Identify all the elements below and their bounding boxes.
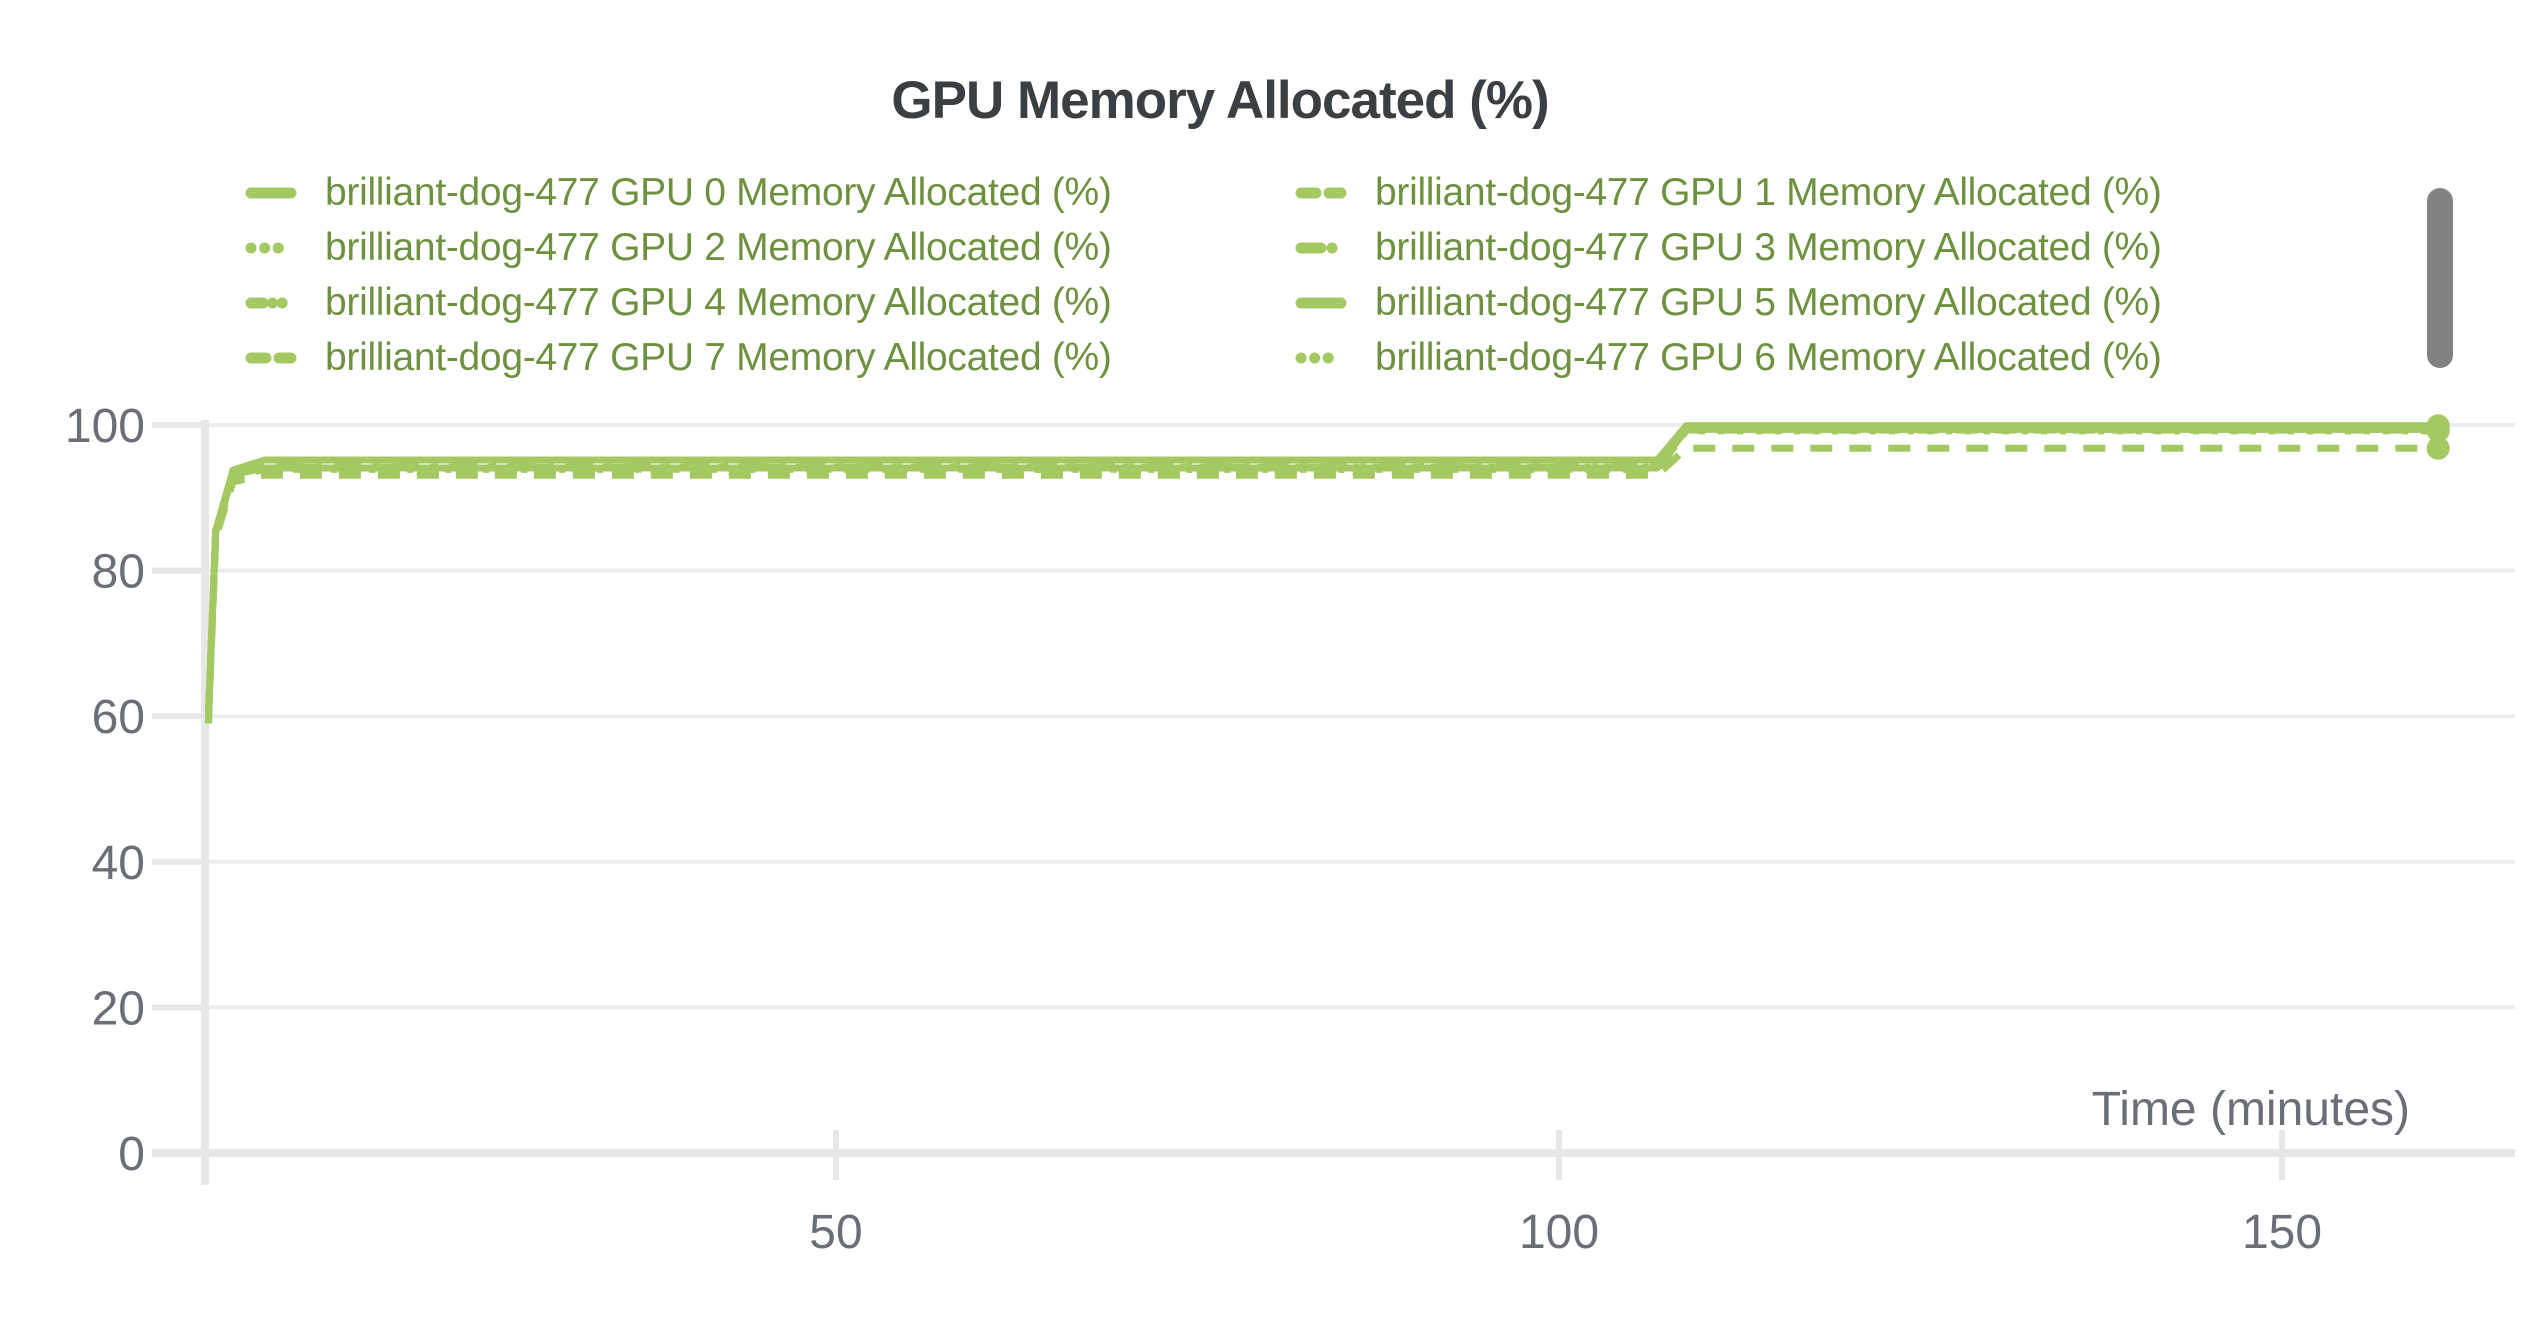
x-tick-label-150: 150 [2242, 1206, 2322, 1259]
y-tick-label-100: 100 [65, 400, 145, 453]
legend-label-gpu-6: brilliant-dog-477 GPU 6 Memory Allocated… [1375, 335, 2162, 379]
legend-label-gpu-2: brilliant-dog-477 GPU 2 Memory Allocated… [325, 225, 1112, 269]
page-title: GPU Memory Allocated (%) [891, 71, 1549, 130]
x-tick-label-50: 50 [809, 1206, 862, 1259]
y-tick-label-0: 0 [118, 1128, 145, 1181]
legend-item-gpu-2[interactable]: brilliant-dog-477 GPU 2 Memory Allocated… [245, 220, 1295, 275]
legend-label-gpu-4: brilliant-dog-477 GPU 4 Memory Allocated… [325, 280, 1112, 324]
line-style-solid-icon [1295, 297, 1347, 308]
line-style-dash-icon [245, 352, 297, 363]
legend: brilliant-dog-477 GPU 0 Memory Allocated… [245, 165, 2345, 385]
legend-item-gpu-4[interactable]: brilliant-dog-477 GPU 4 Memory Allocated… [245, 275, 1295, 330]
series-line-gpu-1[interactable] [204, 444, 2439, 724]
legend-item-gpu-7[interactable]: brilliant-dog-477 GPU 7 Memory Allocated… [245, 330, 1295, 385]
y-tick-label-60: 60 [92, 691, 145, 744]
scrollbar-thumb[interactable] [2427, 188, 2453, 368]
y-tick-label-80: 80 [92, 546, 145, 599]
legend-label-gpu-0: brilliant-dog-477 GPU 0 Memory Allocated… [325, 170, 1112, 214]
line-style-dash-dot-icon [1295, 242, 1347, 253]
legend-item-gpu-1[interactable]: brilliant-dog-477 GPU 1 Memory Allocated… [1295, 165, 2345, 220]
line-style-dash-icon [1295, 187, 1347, 198]
legend-item-gpu-0[interactable]: brilliant-dog-477 GPU 0 Memory Allocated… [245, 165, 1295, 220]
series-line-gpu-7[interactable] [204, 426, 2439, 720]
legend-item-gpu-3[interactable]: brilliant-dog-477 GPU 3 Memory Allocated… [1295, 220, 2345, 275]
legend-item-gpu-6[interactable]: brilliant-dog-477 GPU 6 Memory Allocated… [1295, 330, 2345, 385]
legend-label-gpu-5: brilliant-dog-477 GPU 5 Memory Allocated… [1375, 280, 2162, 324]
y-tick-label-20: 20 [92, 982, 145, 1035]
series-endpoint-gpu-1[interactable] [2426, 436, 2450, 460]
line-style-solid-icon [245, 187, 297, 198]
line-style-dash-dot-dot-icon [245, 297, 297, 308]
x-tick-label-100: 100 [1519, 1206, 1599, 1259]
x-axis-label: Time (minutes) [2091, 1083, 2410, 1136]
legend-label-gpu-3: brilliant-dog-477 GPU 3 Memory Allocated… [1375, 225, 2162, 269]
legend-item-gpu-5[interactable]: brilliant-dog-477 GPU 5 Memory Allocated… [1295, 275, 2345, 330]
legend-label-gpu-1: brilliant-dog-477 GPU 1 Memory Allocated… [1375, 170, 2162, 214]
series-endpoint-gpu-7[interactable] [2426, 418, 2450, 442]
y-tick-label-40: 40 [92, 837, 145, 890]
legend-label-gpu-7: brilliant-dog-477 GPU 7 Memory Allocated… [325, 335, 1112, 379]
